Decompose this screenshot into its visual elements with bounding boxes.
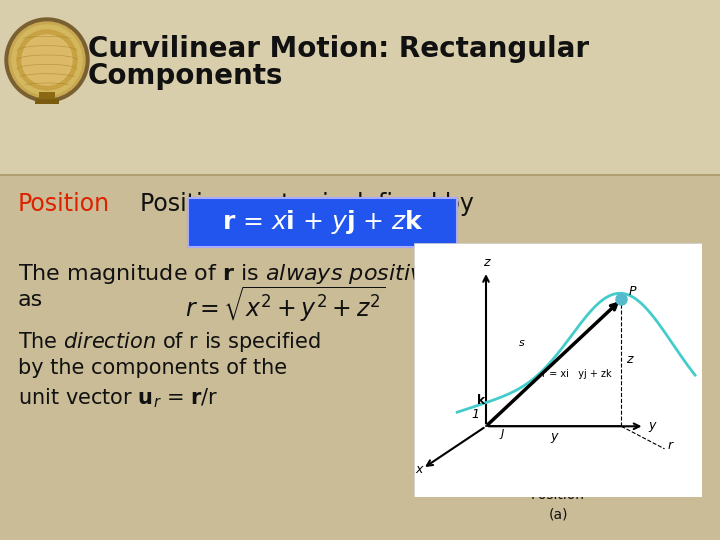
Text: unit vector $\mathbf{u}_r$ = $\mathbf{r}$/r: unit vector $\mathbf{u}_r$ = $\mathbf{r}… <box>18 386 218 410</box>
Text: by the components of the: by the components of the <box>18 358 287 378</box>
Text: j: j <box>500 426 504 439</box>
Bar <box>0 0 720 175</box>
Text: y: y <box>649 419 656 432</box>
Text: x: x <box>415 463 423 476</box>
Circle shape <box>22 35 72 85</box>
Text: Position vector is defined by: Position vector is defined by <box>140 192 474 216</box>
Bar <box>0 175 720 540</box>
Circle shape <box>9 22 85 98</box>
Text: z: z <box>483 255 490 268</box>
Text: Position: Position <box>531 488 585 502</box>
Text: The $\mathit{direction}$ of r is specified: The $\mathit{direction}$ of r is specifi… <box>18 330 321 354</box>
Text: Components: Components <box>88 62 284 90</box>
Text: k: k <box>477 394 485 407</box>
Text: (a): (a) <box>548 507 568 521</box>
Text: as: as <box>18 290 43 310</box>
Text: s: s <box>519 338 525 348</box>
Bar <box>39 92 55 102</box>
Text: $r = \sqrt{x^2 + y^2 + z^2}$: $r = \sqrt{x^2 + y^2 + z^2}$ <box>185 285 386 325</box>
Text: r = xi   yj + zk: r = xi yj + zk <box>542 369 612 379</box>
Text: $\mathbf{r}$ = $x\mathbf{i}$ + $y\mathbf{j}$ + $z\mathbf{k}$: $\mathbf{r}$ = $x\mathbf{i}$ + $y\mathbf… <box>222 208 423 237</box>
Circle shape <box>5 18 89 102</box>
Circle shape <box>17 30 77 90</box>
Text: The magnitude of $\mathbf{r}$ is $\mathit{always\ positive}$ and defined: The magnitude of $\mathbf{r}$ is $\mathi… <box>18 262 576 286</box>
Text: Curvilinear Motion: Rectangular: Curvilinear Motion: Rectangular <box>88 35 589 63</box>
Text: r: r <box>667 439 672 452</box>
Text: Position: Position <box>18 192 110 216</box>
Text: 1: 1 <box>472 408 480 421</box>
Text: y: y <box>550 430 557 443</box>
Bar <box>35 99 59 104</box>
FancyBboxPatch shape <box>188 198 457 247</box>
Circle shape <box>12 25 82 95</box>
Text: P: P <box>629 285 636 298</box>
Text: z: z <box>626 353 632 366</box>
